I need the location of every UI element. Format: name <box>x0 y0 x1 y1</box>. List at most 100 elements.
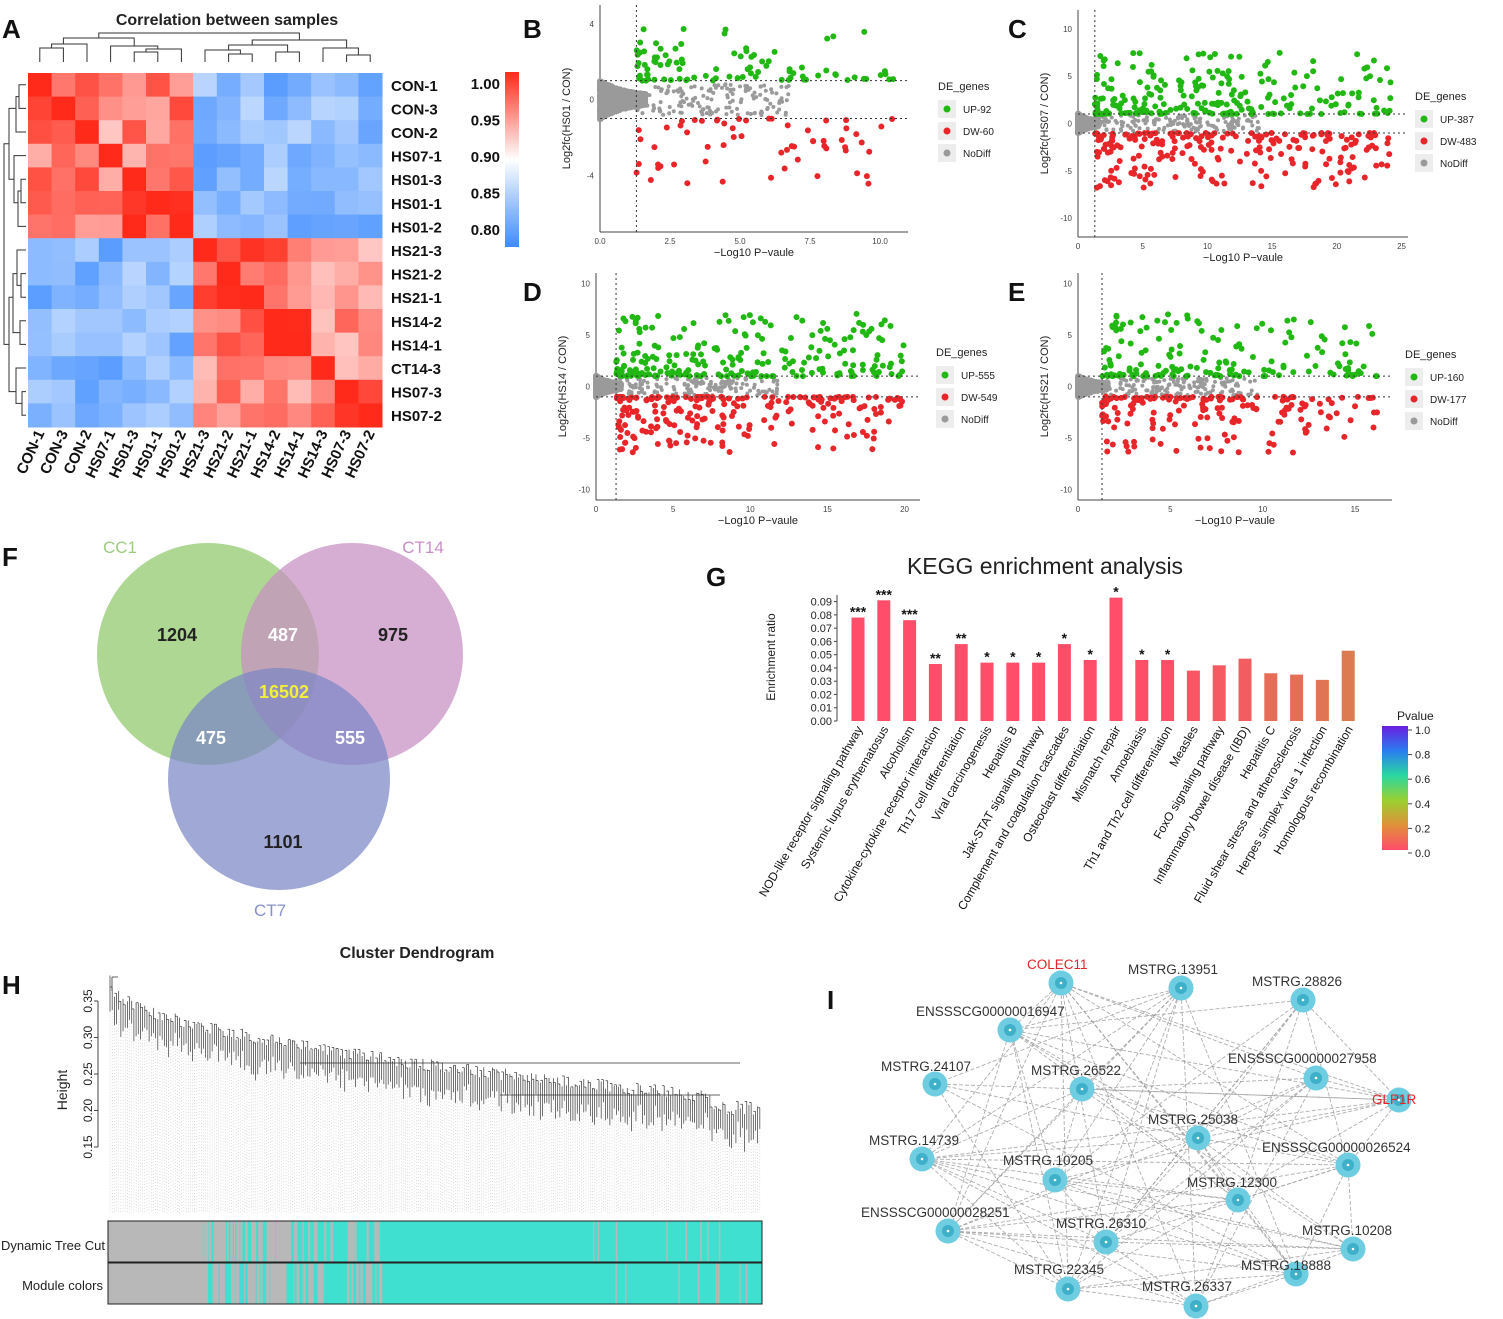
kegg-bar <box>1135 659 1149 721</box>
volcano-point-up <box>750 372 757 379</box>
heatmap-cell <box>122 73 147 98</box>
volcano-point-down <box>1197 414 1204 421</box>
volcano-point-up <box>1321 336 1328 343</box>
network-node: MSTRG.28826 <box>1252 974 1342 1013</box>
heatmap-cell <box>28 214 53 239</box>
volcano-point-up <box>1314 344 1321 351</box>
volcano-point-down <box>1269 430 1276 437</box>
heatmap-cell <box>98 73 123 98</box>
volcano-point-down <box>671 161 678 168</box>
volcano-point-up <box>778 76 785 83</box>
venn-count-all: 16502 <box>259 682 309 702</box>
heatmap-cell <box>28 285 53 310</box>
volcano-point-up <box>1286 329 1293 336</box>
venn-count-ct14-only: 975 <box>378 625 408 645</box>
volcano-point-up <box>1226 76 1233 83</box>
volcano-point-up <box>1194 318 1201 325</box>
heatmap-cell <box>51 309 76 334</box>
volcano-point-down <box>865 394 872 401</box>
volcano-point-down <box>825 400 832 407</box>
heatmap-cell <box>98 120 123 145</box>
kegg-significance: * <box>1010 649 1016 665</box>
volcano-point-down <box>1286 143 1293 150</box>
volcano-point-down <box>866 148 873 155</box>
volcano-point-down <box>1115 179 1122 186</box>
volcano-point-up <box>813 355 820 362</box>
volcano-point-up <box>1183 55 1190 62</box>
heatmap-cell <box>75 167 100 192</box>
volcano-point-up <box>1364 64 1371 71</box>
volcano-point-up <box>1264 94 1271 101</box>
kegg-ylabel: Enrichment ratio <box>764 613 778 701</box>
volcano-point-down <box>1219 414 1226 421</box>
volcano-point-down <box>740 402 747 409</box>
volcano-point-up <box>1141 101 1148 108</box>
heatmap-cell <box>28 73 53 98</box>
volcano-point-up <box>695 342 702 349</box>
heatmap-cell <box>264 96 289 121</box>
volcano-point-up <box>881 68 888 75</box>
volcano-point-up <box>1168 327 1175 334</box>
volcano-point-up <box>1189 67 1196 74</box>
volcano-point-up <box>1267 327 1274 334</box>
volcano-point-up <box>1249 108 1256 115</box>
volcano-point-down <box>624 430 631 437</box>
volcano-point-up <box>622 318 629 325</box>
volcano-plot-c: 0 5 10 15 20 25 10 5 0 -5 -10 −Log10 P−vaule Log2fc(… <box>1039 10 1477 264</box>
network-node-label: MSTRG.26337 <box>1142 1279 1232 1294</box>
volcano-point-down <box>684 432 691 439</box>
volcano-point-up <box>869 366 876 373</box>
heatmap-cell <box>216 261 241 286</box>
volcano-point-up <box>763 62 770 69</box>
volcano-point-down <box>821 418 828 425</box>
volcano-point-down <box>1219 134 1226 141</box>
heatmap-cell <box>75 143 100 168</box>
volcano-point-up <box>1176 350 1183 357</box>
volcano-point-down <box>823 117 830 124</box>
kegg-title: KEGG enrichment analysis <box>907 553 1183 579</box>
volcano-point-up <box>1330 371 1337 378</box>
volcano-point-up <box>1211 51 1218 58</box>
network-node: MSTRG.18888 <box>1241 1258 1331 1287</box>
volcano-point-down <box>1384 140 1391 147</box>
volcano-point-up <box>702 72 709 79</box>
volcano-point-up <box>653 356 660 363</box>
volcano-point-down <box>1343 136 1350 143</box>
volcano-point-down <box>1169 156 1176 163</box>
volcano-point-down <box>767 174 774 181</box>
volcano-point-down <box>1124 420 1131 427</box>
heatmap-cell <box>216 403 241 428</box>
volcano-point-down <box>1385 135 1392 142</box>
volcano-ytick: -5 <box>583 434 591 443</box>
volcano-point-up <box>690 320 697 327</box>
volcano-point-up <box>629 313 636 320</box>
volcano-ytick: -10 <box>1060 214 1072 223</box>
volcano-ytick: -10 <box>578 486 590 495</box>
volcano-ytick: -5 <box>1065 167 1073 176</box>
volcano-point-up <box>1158 77 1165 84</box>
volcano-point-down <box>865 180 872 187</box>
volcano-point-up <box>642 324 649 331</box>
volcano-point-up <box>1184 312 1191 319</box>
volcano-legend-title: DE_genes <box>938 81 990 93</box>
volcano-point-down <box>1199 401 1206 408</box>
heatmap-cell <box>311 332 336 357</box>
volcano-point-up <box>1238 345 1245 352</box>
volcano-point-down <box>1229 130 1236 137</box>
volcano-point-up <box>729 361 736 368</box>
volcano-point-up <box>1137 361 1144 368</box>
volcano-point-down <box>1229 396 1236 403</box>
volcano-point-down <box>1217 145 1224 152</box>
volcano-ytick: 4 <box>590 20 595 29</box>
volcano-point-up <box>1275 372 1282 379</box>
volcano-point-up <box>1238 73 1245 80</box>
volcano-point-down <box>1114 142 1121 149</box>
volcano-point-up <box>1173 105 1180 112</box>
volcano-point-up <box>1111 95 1118 102</box>
heatmap-cell <box>334 191 359 216</box>
volcano-point-up <box>1237 91 1244 98</box>
volcano-point-down <box>895 395 902 402</box>
volcano-point-down <box>647 177 654 184</box>
volcano-point-down <box>616 446 623 453</box>
heatmap-cell <box>311 309 336 334</box>
